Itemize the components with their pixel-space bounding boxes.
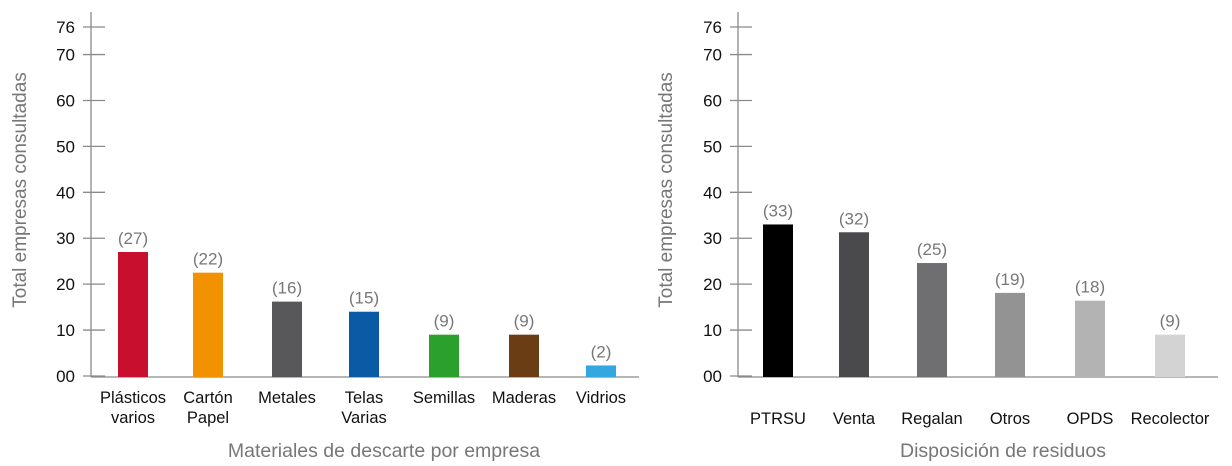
bar: [763, 224, 793, 377]
category-label: PTRSU: [750, 410, 806, 428]
y-tick-label: 20: [703, 275, 722, 294]
y-tick-label: 20: [56, 275, 75, 294]
y-axis-title: Total empresas consultadas: [656, 72, 677, 308]
bar: [839, 232, 869, 377]
category-label: OPDS: [1067, 410, 1114, 428]
bar-value-label: (33): [763, 201, 793, 220]
bar: [349, 311, 379, 377]
y-tick-label: 30: [703, 229, 722, 248]
bar: [1155, 334, 1185, 377]
bar: [193, 272, 223, 377]
y-tick-label: 70: [56, 46, 75, 65]
category-label: Vidrios: [576, 389, 626, 407]
category-label: Maderas: [492, 389, 556, 407]
x-axis-title: Disposición de residuos: [900, 440, 1106, 462]
bar: [118, 252, 148, 377]
category-label: Plásticos varios: [100, 389, 166, 427]
bar: [429, 334, 459, 377]
bar-value-label: (22): [193, 250, 223, 269]
y-tick-label: 10: [703, 321, 722, 340]
y-tick-label: 76: [703, 18, 722, 37]
category-label: Semillas: [413, 389, 475, 407]
y-tick-label: 60: [56, 91, 75, 110]
bar-value-label: (9): [514, 312, 535, 331]
bar: [995, 292, 1025, 377]
y-tick-label: 00: [703, 367, 722, 386]
bar: [509, 334, 539, 377]
bar-value-label: (25): [917, 240, 947, 259]
y-tick-label: 10: [56, 321, 75, 340]
category-label: Recolector: [1131, 410, 1210, 428]
y-tick-label: 40: [56, 183, 75, 202]
bar: [917, 263, 947, 377]
x-axis-title: Materiales de descarte por empresa: [228, 440, 540, 462]
chart-disposicion-residuos: Total empresas consultadas Disposición d…: [656, 12, 1218, 462]
bar-value-label: (32): [839, 209, 869, 228]
bar-value-label: (9): [1160, 312, 1181, 331]
category-label: Cartón Papel: [183, 389, 233, 427]
category-label: Otros: [990, 410, 1030, 428]
y-tick-label: 50: [56, 137, 75, 156]
y-tick-label: 70: [703, 46, 722, 65]
bar: [272, 301, 302, 377]
bar-value-label: (16): [272, 279, 302, 298]
bar-value-label: (15): [349, 289, 379, 308]
y-axis-title: Total empresas consultadas: [10, 72, 31, 308]
y-tick-label: 50: [703, 137, 722, 156]
category-label: Regalan: [901, 410, 962, 428]
y-tick-label: 30: [56, 229, 75, 248]
bar-value-label: (19): [995, 270, 1025, 289]
chart-materiales-descarte: Total empresas consultadas Materiales de…: [10, 12, 639, 462]
y-tick-label: 00: [56, 367, 75, 386]
bar-value-label: (18): [1075, 278, 1105, 297]
y-tick-label: 76: [56, 18, 75, 37]
category-label: Metales: [258, 389, 316, 407]
bar: [586, 365, 616, 377]
category-label: Telas Varias: [341, 389, 387, 427]
y-tick-label: 40: [703, 183, 722, 202]
bar-value-label: (27): [118, 229, 148, 248]
y-tick-label: 60: [703, 91, 722, 110]
bar-value-label: (2): [591, 342, 612, 361]
category-label: Venta: [833, 410, 876, 428]
bar-value-label: (9): [434, 312, 455, 331]
bar: [1075, 300, 1105, 377]
